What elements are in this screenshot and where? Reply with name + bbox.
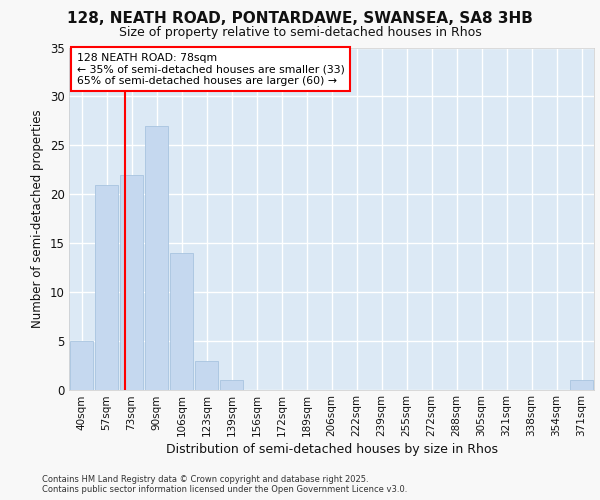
Text: Contains HM Land Registry data © Crown copyright and database right 2025.
Contai: Contains HM Land Registry data © Crown c… [42, 474, 407, 494]
Bar [120, 174, 143, 390]
Bar [70, 341, 93, 390]
Bar [170, 253, 193, 390]
Bar [145, 126, 168, 390]
Text: 128, NEATH ROAD, PONTARDAWE, SWANSEA, SA8 3HB: 128, NEATH ROAD, PONTARDAWE, SWANSEA, SA… [67, 11, 533, 26]
Bar [95, 184, 118, 390]
Bar [570, 380, 593, 390]
Y-axis label: Number of semi-detached properties: Number of semi-detached properties [31, 110, 44, 328]
Text: 128 NEATH ROAD: 78sqm
← 35% of semi-detached houses are smaller (33)
65% of semi: 128 NEATH ROAD: 78sqm ← 35% of semi-deta… [77, 52, 345, 86]
Text: Size of property relative to semi-detached houses in Rhos: Size of property relative to semi-detach… [119, 26, 481, 39]
X-axis label: Distribution of semi-detached houses by size in Rhos: Distribution of semi-detached houses by … [166, 443, 497, 456]
Bar [220, 380, 243, 390]
Bar [195, 360, 218, 390]
